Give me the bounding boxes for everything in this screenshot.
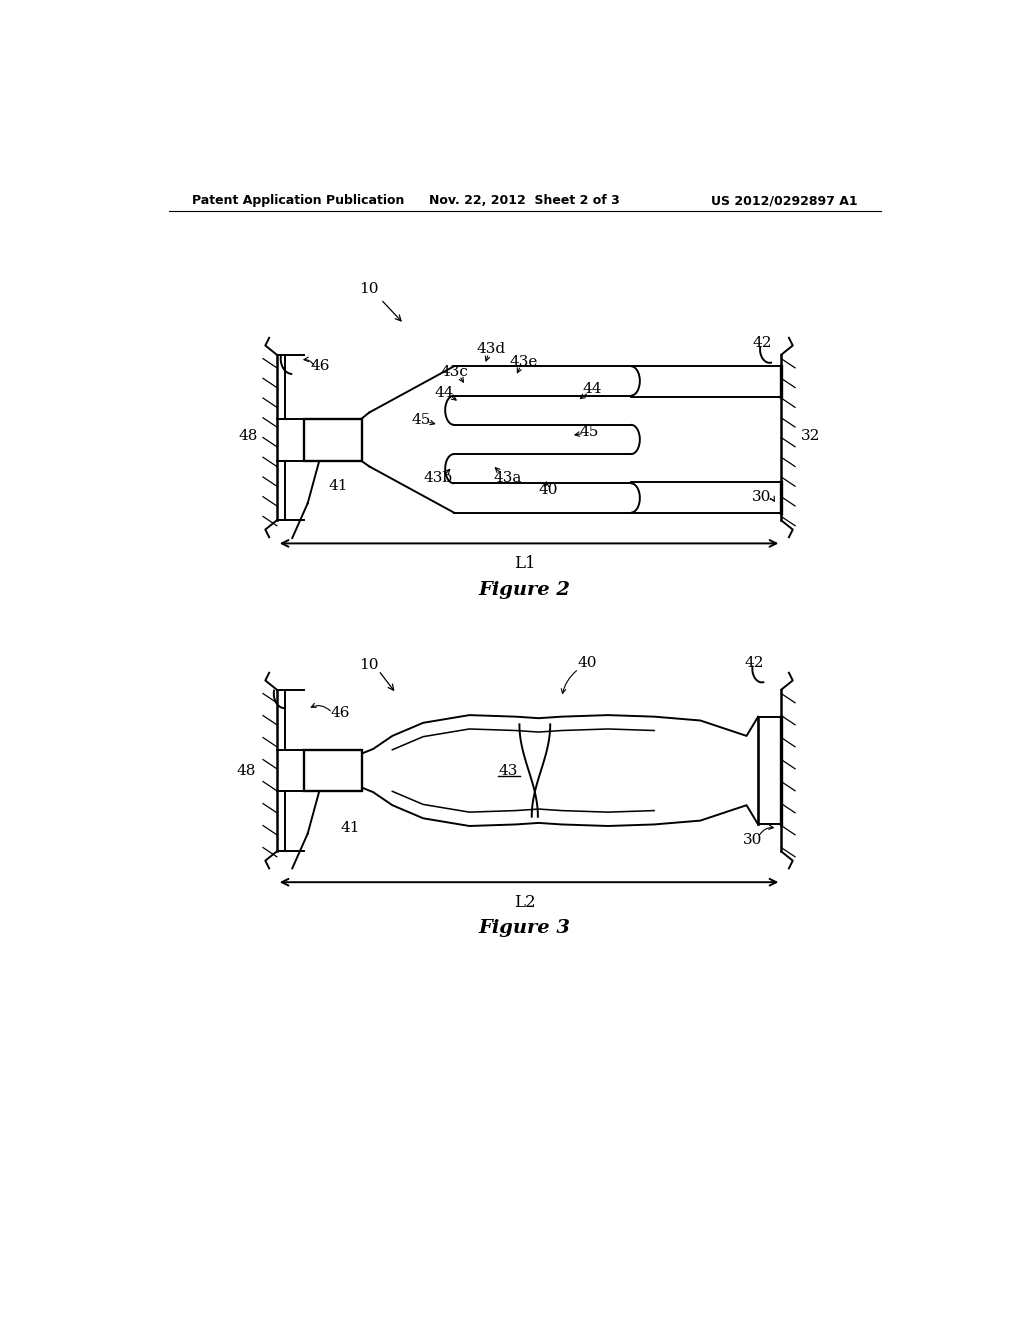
Text: 40: 40 — [578, 656, 597, 669]
Text: 10: 10 — [359, 282, 379, 296]
Text: Nov. 22, 2012  Sheet 2 of 3: Nov. 22, 2012 Sheet 2 of 3 — [429, 194, 621, 207]
Text: 46: 46 — [331, 706, 350, 719]
Text: Figure 3: Figure 3 — [479, 920, 570, 937]
Text: 46: 46 — [310, 359, 330, 374]
Text: US 2012/0292897 A1: US 2012/0292897 A1 — [711, 194, 857, 207]
Text: 40: 40 — [539, 483, 558, 496]
Text: 41: 41 — [340, 821, 359, 836]
Text: 41: 41 — [329, 479, 348, 492]
Text: 43e: 43e — [509, 355, 538, 370]
Text: 48: 48 — [237, 763, 256, 777]
Text: 32: 32 — [801, 429, 820, 442]
Text: 42: 42 — [753, 337, 772, 350]
Text: L2: L2 — [514, 894, 536, 911]
Text: 43a: 43a — [494, 471, 522, 484]
Text: 44: 44 — [583, 383, 602, 396]
Text: 30: 30 — [753, 490, 772, 504]
Text: L1: L1 — [514, 554, 536, 572]
Text: 43c: 43c — [440, 366, 468, 379]
Text: 45: 45 — [412, 413, 431, 428]
Text: 30: 30 — [743, 833, 763, 847]
Text: 44: 44 — [435, 387, 455, 400]
Text: 48: 48 — [239, 429, 258, 442]
Text: 43: 43 — [498, 763, 517, 777]
Text: Patent Application Publication: Patent Application Publication — [193, 194, 404, 207]
Text: 43b: 43b — [424, 471, 454, 484]
Text: Figure 2: Figure 2 — [479, 581, 570, 598]
Bar — [304, 418, 361, 461]
Text: 43d: 43d — [476, 342, 506, 356]
Text: 45: 45 — [579, 425, 598, 438]
Text: 10: 10 — [359, 659, 379, 672]
Bar — [304, 750, 361, 792]
Text: 42: 42 — [744, 656, 764, 669]
